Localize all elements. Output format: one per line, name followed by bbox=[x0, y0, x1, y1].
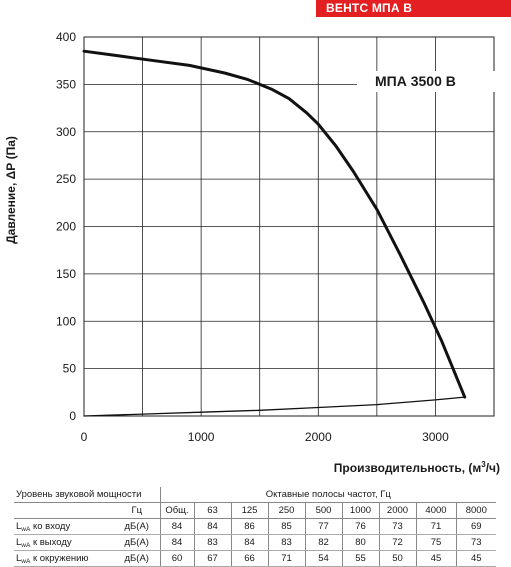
band-header: 8000 bbox=[455, 502, 497, 519]
fan-curve-line bbox=[82, 49, 467, 399]
band-header: 125 bbox=[230, 502, 268, 519]
table-row: LwA к окружению дБ(А) 60 67 66 71 54 55 … bbox=[14, 550, 497, 567]
band-header: 250 bbox=[267, 502, 305, 519]
row-label: LwA к окружению bbox=[14, 550, 114, 567]
y-tick-label: 200 bbox=[56, 220, 76, 234]
table-cell: 71 bbox=[267, 550, 305, 567]
table-bands-row: Гц Общ. 63 125 250 500 1000 2000 4000 80… bbox=[14, 502, 497, 519]
sound-table-title: Уровень звуковой мощности bbox=[14, 487, 160, 503]
row-unit: дБ(А) bbox=[114, 534, 160, 551]
row-unit: дБ(А) bbox=[114, 518, 160, 535]
table-cell: 69 bbox=[455, 518, 497, 535]
y-tick-label: 0 bbox=[69, 409, 76, 423]
table-cell: 73 bbox=[378, 518, 416, 535]
x-tick-label: 1000 bbox=[188, 430, 215, 444]
table-cell: 50 bbox=[378, 550, 416, 567]
system-curve-line bbox=[83, 396, 466, 417]
table-cell: 67 bbox=[193, 550, 231, 567]
y-tick-label: 150 bbox=[56, 267, 76, 281]
row-label: LwA к выходу bbox=[14, 534, 114, 551]
band-header: 500 bbox=[304, 502, 342, 519]
y-tick-label: 100 bbox=[56, 314, 76, 328]
table-cell: 84 bbox=[193, 518, 231, 535]
x-tick-label: 0 bbox=[81, 430, 88, 444]
table-cell: 72 bbox=[378, 534, 416, 551]
bands-title: Октавные полосы частот, Гц bbox=[159, 487, 497, 503]
y-tick-label: 250 bbox=[56, 172, 76, 186]
y-tick-label: 50 bbox=[63, 362, 77, 376]
table-cell: 45 bbox=[455, 550, 497, 567]
y-tick-label: 300 bbox=[56, 125, 76, 139]
total-header: Общ. bbox=[159, 502, 194, 519]
table-cell: 71 bbox=[415, 518, 456, 535]
tick-label-layer: 0 50 100 150 200 250 300 350 400 0 1000 2000 3000 bbox=[56, 30, 449, 444]
x-tick-label: 2000 bbox=[305, 430, 332, 444]
y-tick-label: 400 bbox=[56, 30, 76, 44]
row-unit: дБ(А) bbox=[114, 550, 160, 567]
x-axis-title: Производительность, (м3/ч) bbox=[260, 456, 500, 475]
table-cell: 77 bbox=[304, 518, 342, 535]
table-header-row: Уровень звуковой мощности Октавные полос… bbox=[14, 487, 497, 503]
band-header: 63 bbox=[193, 502, 231, 519]
x-tick-label: 3000 bbox=[422, 430, 449, 444]
table-cell: 54 bbox=[304, 550, 342, 567]
band-header: 2000 bbox=[378, 502, 416, 519]
table-cell: 73 bbox=[455, 534, 497, 551]
curve-layer bbox=[82, 49, 467, 417]
plot-frame bbox=[83, 36, 495, 417]
row-total: 84 bbox=[159, 534, 194, 551]
unit-hz: Гц bbox=[114, 502, 160, 519]
table-cell: 86 bbox=[230, 518, 268, 535]
grid-layer bbox=[83, 36, 495, 417]
table-cell: 80 bbox=[341, 534, 379, 551]
table-cell: 85 bbox=[267, 518, 305, 535]
row-total: 84 bbox=[159, 518, 194, 535]
table-cell: 84 bbox=[230, 534, 268, 551]
band-header: 4000 bbox=[415, 502, 456, 519]
x-axis-title-sup: 3 bbox=[481, 460, 486, 469]
model-label: МПА 3500 В bbox=[357, 71, 495, 92]
table-cell: 66 bbox=[230, 550, 268, 567]
table-cell: 45 bbox=[415, 550, 456, 567]
table-row: LwA ко входу дБ(А) 84 84 86 85 77 76 73 … bbox=[14, 518, 497, 535]
x-axis-title-tail: /ч) bbox=[485, 461, 500, 475]
sound-power-table: Уровень звуковой мощности Октавные полос… bbox=[14, 487, 497, 567]
y-axis-title: Давление, ΔР (Па) bbox=[4, 136, 18, 244]
table-cell: 55 bbox=[341, 550, 379, 567]
brand-banner: ВЕНТС МПА В bbox=[316, 0, 511, 17]
row-total: 60 bbox=[159, 550, 194, 567]
band-header: 1000 bbox=[341, 502, 379, 519]
table-cell: 83 bbox=[267, 534, 305, 551]
row-label: LwA ко входу bbox=[14, 518, 114, 535]
table-cell: 83 bbox=[193, 534, 231, 551]
table-cell: 76 bbox=[341, 518, 379, 535]
table-row: LwA к выходу дБ(А) 84 83 84 83 82 80 72 … bbox=[14, 534, 497, 551]
x-axis-title-main: Производительность, (м bbox=[333, 461, 482, 475]
y-tick-label: 350 bbox=[56, 77, 76, 91]
table-cell: 75 bbox=[415, 534, 456, 551]
table-cell: 82 bbox=[304, 534, 342, 551]
